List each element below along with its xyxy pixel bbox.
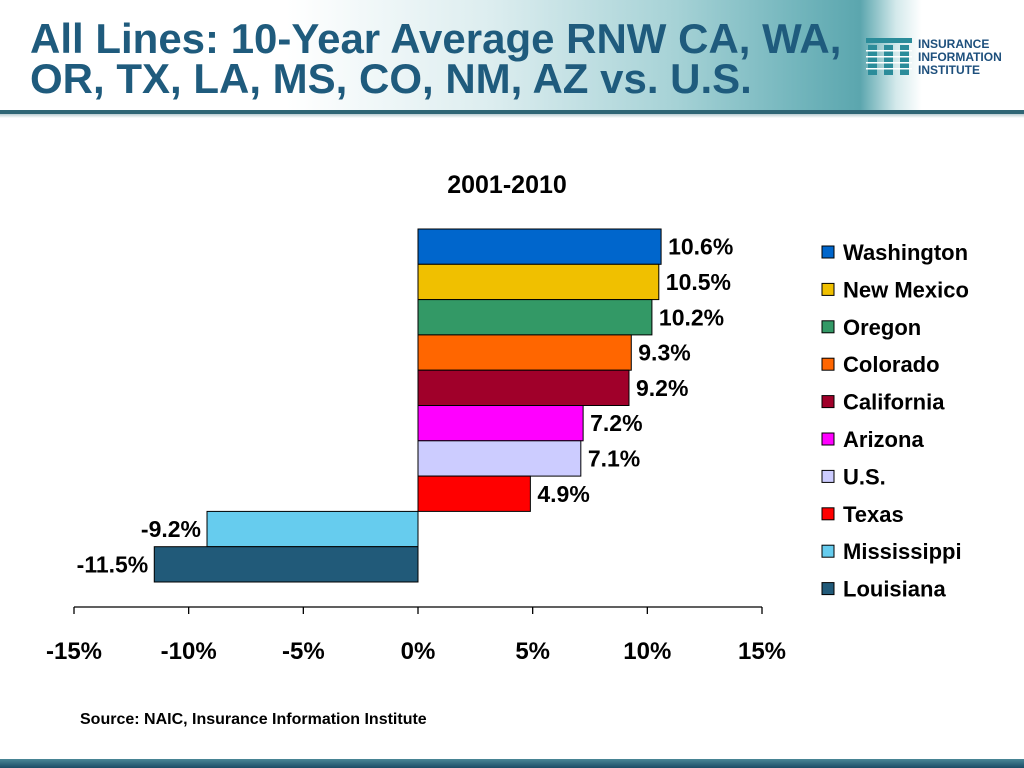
legend-label-arizona: Arizona [843, 427, 924, 452]
slide-title-line-1: All Lines: 10-Year Average RNW CA, WA, [30, 15, 842, 62]
chart-title: 2001-2010 [447, 171, 567, 199]
data-label-colorado: 9.3% [638, 340, 690, 366]
bar-mississippi [206, 510, 419, 548]
legend-label-texas: Texas [843, 502, 904, 527]
header-divider-shadow [0, 114, 1024, 118]
data-label-california: 9.2% [636, 375, 688, 401]
bars: 10.6% 10.5% 10.2% 9.3% 9.2% 7.2% 7.1% 4.9% -9.2%… [77, 228, 733, 583]
bar-chart: 2001-2010 10.6% 10.5% 10.2% 9.3% 9.2% 7.2% 7.1%… [46, 171, 969, 665]
data-label-arizona: 7.2% [590, 410, 642, 436]
bar-washington [417, 228, 662, 265]
x-tick-label: 10% [623, 638, 671, 665]
bar-texas [417, 475, 531, 512]
bar-oregon [417, 299, 653, 336]
bar-louisiana [153, 546, 419, 583]
iii-logo-text: INSURANCE INFORMATION INSTITUTE [918, 38, 1002, 77]
legend-swatch-new-mexico [821, 282, 835, 296]
x-tick-label: -10% [161, 638, 217, 665]
legend-label-california: California [843, 390, 945, 415]
legend-swatch-arizona [821, 432, 835, 446]
data-label-new-mexico: 10.5% [666, 269, 731, 295]
legend-label-louisiana: Louisiana [843, 577, 946, 602]
legend-swatch-california [821, 395, 835, 409]
header-divider [0, 110, 1024, 114]
legend-label-u-s: U.S. [843, 464, 886, 489]
x-tick-label: 5% [515, 638, 550, 665]
x-tick-label: -15% [46, 638, 102, 665]
x-tick-label: 15% [738, 638, 786, 665]
legend-label-mississippi: Mississippi [843, 539, 962, 564]
slide-title-line-2: OR, TX, LA, MS, CO, NM, AZ vs. U.S. [30, 55, 752, 102]
bar-colorado [417, 334, 632, 371]
x-tick-label: -5% [282, 638, 325, 665]
footer-bar [0, 759, 1024, 768]
bar-california [417, 369, 630, 407]
bar-u-s [417, 440, 582, 477]
chart-area: 2001-2010 10.6% 10.5% 10.2% 9.3% 9.2% 7.2% 7.1%… [0, 120, 1024, 700]
bar-arizona [417, 405, 584, 442]
legend-label-washington: Washington [843, 240, 968, 265]
iii-logo: INSURANCE INFORMATION INSTITUTE [866, 35, 1016, 79]
iii-logo-icon [866, 38, 912, 75]
source-note: Source: NAIC, Insurance Information Inst… [80, 711, 427, 728]
logo-text-line-2: INFORMATION [918, 50, 1002, 64]
bar-new-mexico [417, 263, 660, 301]
logo-text-line-3: INSTITUTE [918, 63, 980, 77]
data-label-louisiana: -11.5% [77, 551, 149, 577]
legend-label-oregon: Oregon [843, 315, 921, 340]
data-label-u-s: 7.1% [588, 445, 640, 471]
slide-title: All Lines: 10-Year Average RNW CA, WA, O… [30, 15, 842, 102]
legend-label-colorado: Colorado [843, 352, 940, 377]
legend-label-new-mexico: New Mexico [843, 277, 969, 302]
legend-swatch-washington [821, 245, 835, 259]
legend-swatch-texas [821, 507, 835, 521]
legend-swatch-colorado [821, 357, 835, 371]
data-label-texas: 4.9% [537, 481, 589, 507]
legend-swatch-louisiana [821, 582, 835, 596]
x-tick-label: 0% [401, 638, 436, 665]
slide-header: All Lines: 10-Year Average RNW CA, WA, O… [0, 0, 1024, 110]
legend-swatch-u-s [821, 469, 835, 483]
x-axis: -15% -10% -5% 0% 5% 10% 15% [46, 606, 786, 665]
data-label-washington: 10.6% [668, 234, 733, 260]
legend: Washington New Mexico Oregon Colorado Califo… [821, 240, 969, 602]
data-label-mississippi: -9.2% [141, 516, 201, 542]
legend-swatch-oregon [821, 320, 835, 334]
logo-text-line-1: INSURANCE [918, 37, 990, 51]
legend-swatch-mississippi [821, 544, 835, 558]
data-label-oregon: 10.2% [659, 304, 724, 330]
